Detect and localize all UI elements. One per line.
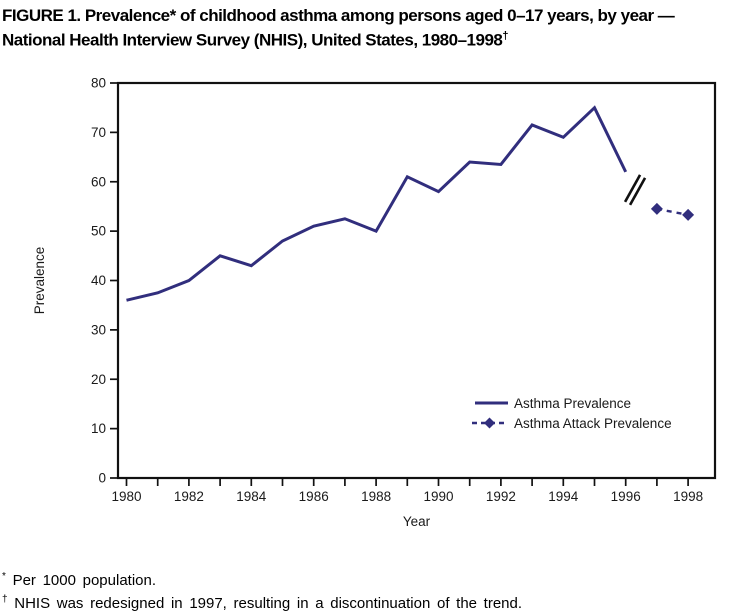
y-axis: 0 10 20 30 40 50 60 70 80 bbox=[91, 76, 118, 486]
figure-footnotes: * Per 1000 population. † NHIS was redesi… bbox=[2, 567, 746, 612]
figure-title: FIGURE 1. Prevalence* of childhood asthm… bbox=[2, 6, 748, 51]
figure-title-line2-text: National Health Interview Survey (NHIS),… bbox=[2, 30, 503, 50]
footnote-nhis-redesign: † NHIS was redesigned in 1997, resulting… bbox=[2, 590, 746, 612]
x-tick-label: 1996 bbox=[611, 489, 641, 504]
x-tick-label: 1982 bbox=[174, 489, 204, 504]
y-tick-label: 20 bbox=[91, 372, 106, 387]
figure-title-line2: National Health Interview Survey (NHIS),… bbox=[2, 26, 748, 51]
x-tick-label: 1998 bbox=[673, 489, 703, 504]
footnote-per-1000-population: * Per 1000 population. bbox=[2, 567, 746, 590]
x-tick-label: 1994 bbox=[548, 489, 579, 504]
y-tick-label: 50 bbox=[91, 224, 106, 239]
asthma-attack-point bbox=[650, 202, 663, 215]
y-axis-title: Prevalence bbox=[32, 247, 47, 315]
footnote-text: Per 1000 population. bbox=[12, 572, 157, 589]
y-tick-label: 10 bbox=[91, 421, 106, 436]
legend: Asthma Prevalence Asthma Attack Prevalenc… bbox=[472, 396, 672, 431]
footnote-text: NHIS was redesigned in 1997, resulting i… bbox=[14, 595, 523, 612]
x-tick-label: 1992 bbox=[486, 489, 516, 504]
y-tick-label: 70 bbox=[91, 125, 106, 140]
x-tick-label: 1990 bbox=[423, 489, 453, 504]
break-slash bbox=[623, 174, 642, 203]
x-tick-label: 1984 bbox=[236, 489, 267, 504]
x-axis: 1980 1982 1984 1986 1988 1990 1992 1994 1996 1998 bbox=[111, 478, 703, 504]
x-tick-label: 1980 bbox=[111, 489, 141, 504]
figure-title-line1: FIGURE 1. Prevalence* of childhood asthm… bbox=[2, 6, 675, 25]
y-tick-label: 0 bbox=[98, 471, 106, 486]
legend-label-asthma-attack-prevalence: Asthma Attack Prevalence bbox=[514, 416, 672, 431]
asthma-attack-point bbox=[682, 208, 695, 221]
asthma-attack-points bbox=[650, 202, 695, 221]
y-tick-label: 80 bbox=[91, 76, 106, 91]
asterisk-footnote-marker: * bbox=[2, 571, 6, 582]
y-tick-label: 40 bbox=[91, 273, 106, 288]
x-tick-label: 1988 bbox=[361, 489, 391, 504]
y-tick-label: 60 bbox=[91, 174, 106, 189]
legend-diamond-marker bbox=[484, 417, 495, 429]
x-tick-label: 1986 bbox=[299, 489, 329, 504]
dagger-footnote-marker: † bbox=[502, 30, 508, 42]
asthma-prevalence-line bbox=[126, 105, 628, 302]
dagger-footnote-marker-bottom: † bbox=[2, 594, 8, 605]
break-slash bbox=[628, 177, 647, 206]
x-axis-title: Year bbox=[403, 514, 431, 529]
legend-label-asthma-prevalence: Asthma Prevalence bbox=[514, 396, 631, 411]
y-tick-label: 30 bbox=[91, 322, 106, 337]
trend-break-slashes bbox=[623, 174, 647, 206]
